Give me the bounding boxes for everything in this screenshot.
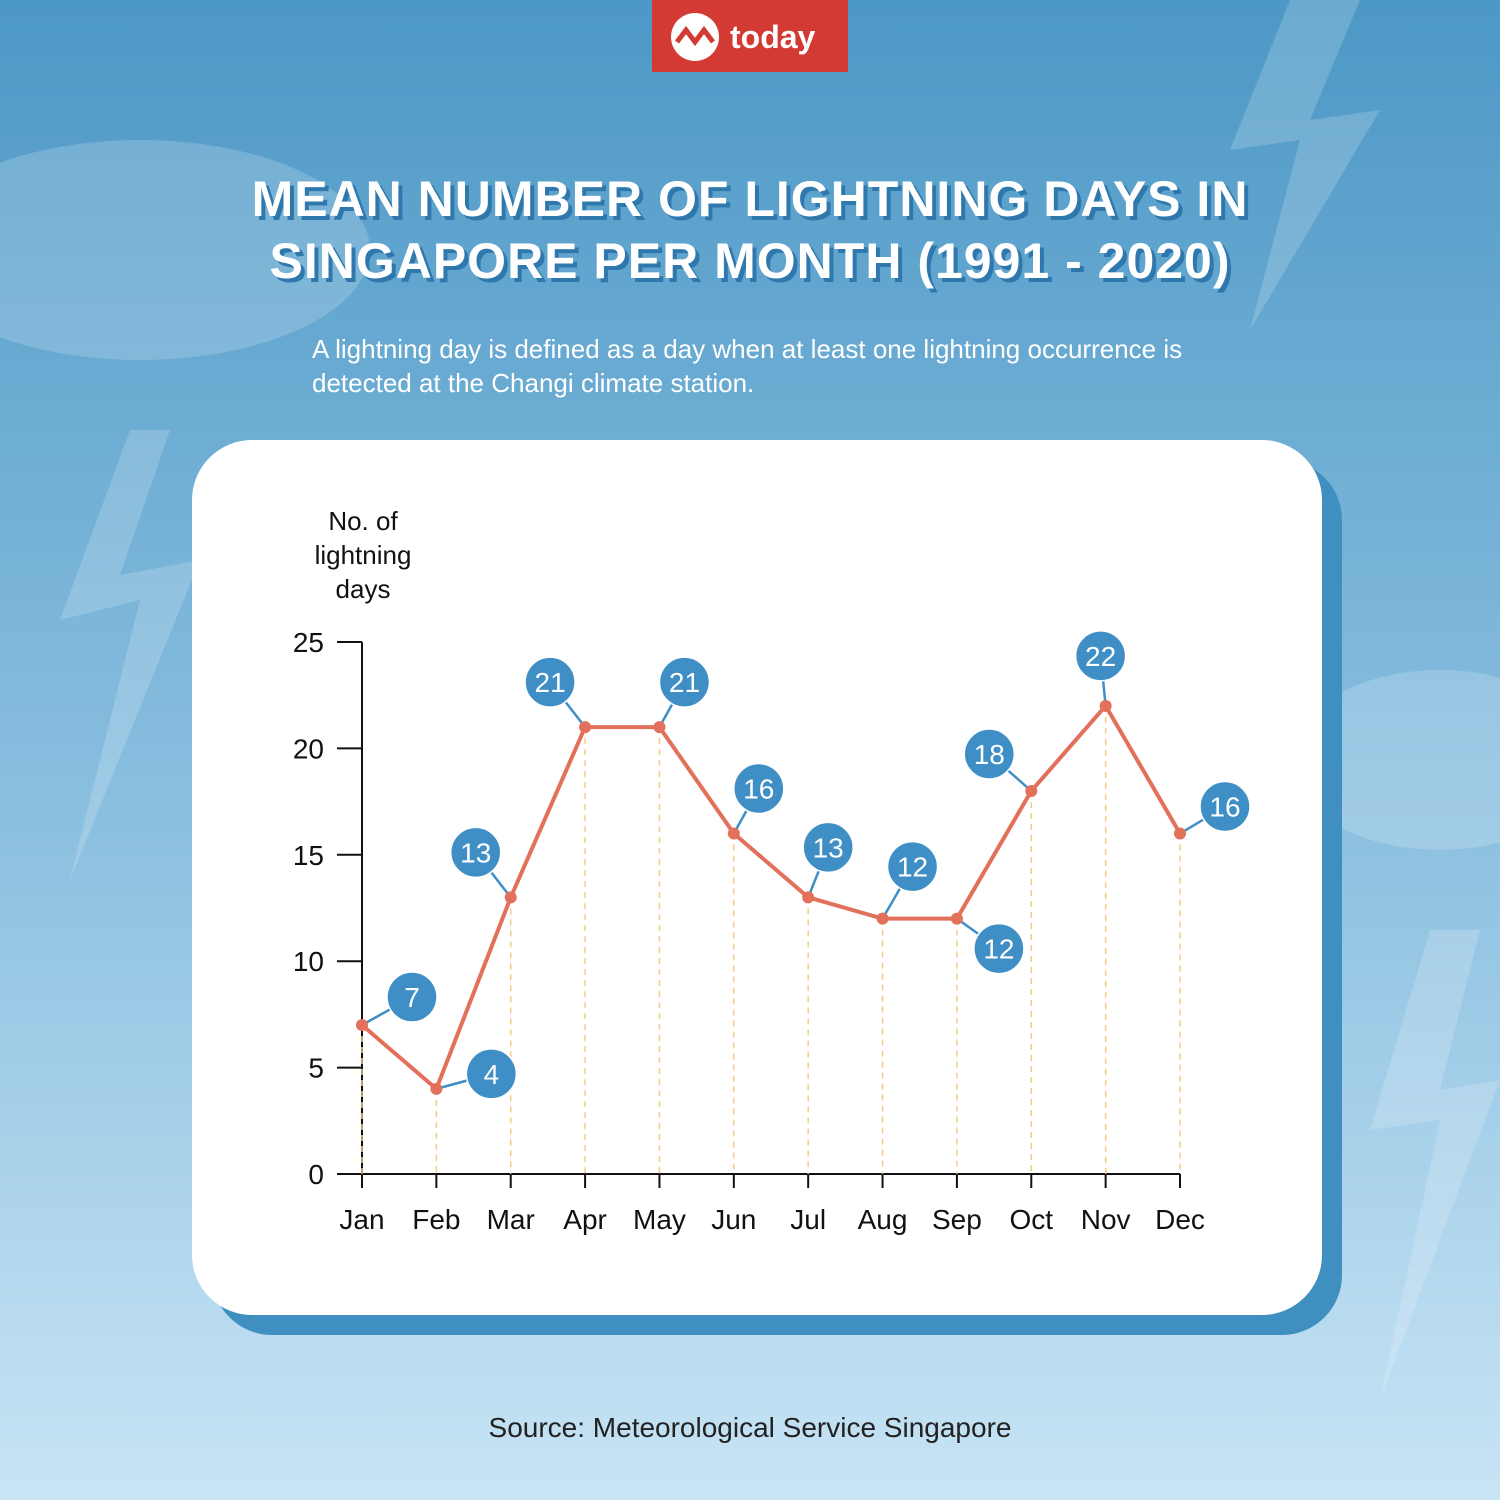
logo-mark — [675, 25, 715, 47]
x-tick-label: Sep — [932, 1204, 982, 1235]
label-bubble — [1074, 630, 1127, 682]
x-tick-label: Mar — [487, 1204, 535, 1235]
y-tick-label: 5 — [308, 1053, 324, 1084]
x-tick-label: Aug — [858, 1204, 908, 1235]
y-tick-label: 15 — [293, 840, 324, 871]
label-bubble — [802, 821, 854, 874]
title: MEAN NUMBER OF LIGHTNING DAYS IN SINGAPO… — [251, 171, 1249, 289]
x-tick-label: Apr — [563, 1204, 607, 1235]
data-label: 4 — [484, 1059, 500, 1090]
subtitle: A lightning day is defined as a day when… — [312, 334, 1183, 398]
label-bubble — [733, 762, 785, 815]
data-label: 7 — [404, 982, 420, 1013]
data-label: 16 — [1209, 792, 1240, 823]
label-bubble — [886, 840, 939, 893]
y-tick-label: 10 — [293, 946, 324, 977]
point — [579, 721, 592, 734]
x-tick-label: Feb — [412, 1204, 460, 1235]
data-label: 12 — [897, 852, 928, 883]
data-label: 22 — [1085, 641, 1116, 672]
label-bubble — [449, 826, 502, 879]
point — [1099, 699, 1112, 712]
point — [356, 1019, 368, 1032]
data-label: 21 — [669, 667, 700, 698]
y-tick-label: 25 — [293, 627, 324, 658]
data-label: 21 — [535, 667, 566, 698]
data-label: 16 — [743, 774, 774, 805]
x-tick-label: Nov — [1081, 1204, 1131, 1235]
x-tick-label: Jan — [339, 1204, 384, 1235]
point — [1025, 784, 1038, 797]
point — [876, 912, 889, 925]
data-label: 13 — [460, 837, 491, 868]
x-tick-label: Jun — [711, 1204, 756, 1235]
x-tick-label: Oct — [1009, 1204, 1053, 1235]
label-bubble — [658, 656, 711, 708]
data-label: 13 — [813, 832, 844, 863]
point — [430, 1082, 443, 1095]
card — [192, 440, 1322, 1315]
y-tick-label: 0 — [308, 1159, 324, 1190]
point — [504, 891, 517, 904]
label-bubble — [524, 656, 576, 708]
data-line — [360, 702, 1182, 1093]
y-tick-label: 20 — [293, 733, 324, 764]
data-label: 18 — [974, 739, 1005, 770]
point — [653, 721, 666, 734]
y-axis-title: No. of lightning days — [314, 506, 412, 604]
logo-icon — [671, 13, 719, 61]
label-bubble — [386, 971, 438, 1023]
source: Source: Meteorological Service Singapore — [488, 1412, 1012, 1443]
label-bubble — [465, 1048, 518, 1100]
x-tick-label: May — [633, 1204, 686, 1235]
point — [950, 912, 963, 925]
x-tick-label: Dec — [1155, 1204, 1205, 1235]
point — [727, 827, 740, 840]
point — [1174, 827, 1186, 840]
data-label: 12 — [983, 934, 1014, 965]
label-bubble — [1199, 780, 1251, 833]
label-bubble — [963, 728, 1016, 780]
x-tick-label: Jul — [790, 1204, 826, 1235]
point — [802, 891, 815, 904]
logo-text: today — [730, 19, 816, 55]
label-bubble — [973, 922, 1025, 975]
decor — [0, 0, 1500, 1400]
